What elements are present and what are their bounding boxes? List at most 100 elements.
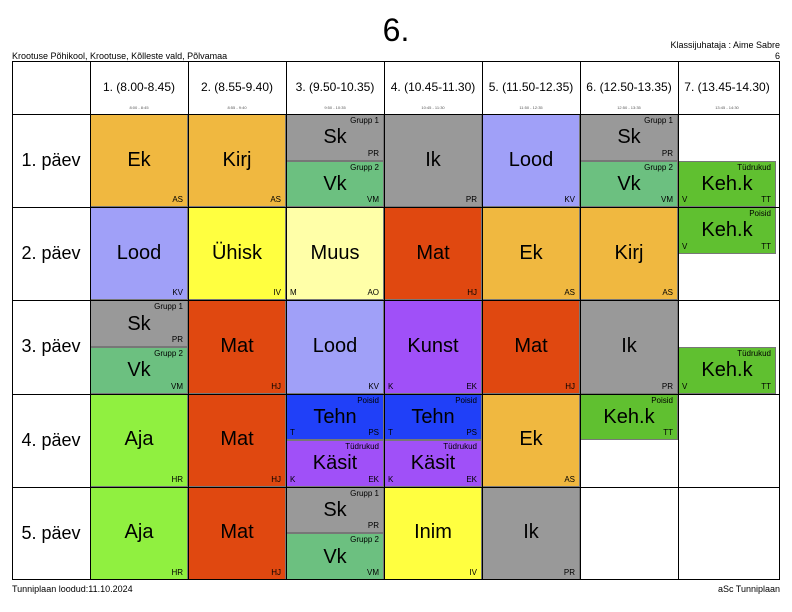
- lesson-cell[interactable]: Aja HR: [90, 486, 188, 580]
- lesson-cell[interactable]: Keh.k TT Tüdrukud V: [678, 160, 776, 208]
- lesson-group: Tüdrukud: [345, 442, 379, 452]
- lesson-subject: Vk: [127, 359, 151, 382]
- lesson-cell[interactable]: Keh.k TT Poisid: [580, 393, 678, 441]
- lesson-teacher: VM: [367, 567, 379, 577]
- lesson-group: Grupp 2: [644, 162, 673, 172]
- lesson-subject: Vk: [323, 172, 347, 195]
- period-label: 1. (8.00-8.45): [102, 80, 176, 94]
- lesson-subject: Lood: [116, 241, 162, 264]
- lesson-subject: Mat: [220, 428, 254, 451]
- lesson-room: V: [682, 241, 688, 251]
- day-header: 5. päev: [21, 522, 81, 543]
- grid-line: [12, 207, 780, 209]
- period-time: 12:50 - 13:35: [617, 105, 641, 110]
- lesson-subject: Ik: [523, 521, 539, 544]
- grid-line: [12, 61, 13, 580]
- lesson-room: T: [388, 428, 393, 438]
- lesson-cell[interactable]: Vk VM Grupp 2: [90, 347, 188, 394]
- lesson-cell[interactable]: Tehn PS Poisid T: [384, 393, 482, 441]
- period-label: 7. (13.45-14.30): [684, 80, 770, 94]
- lesson-cell[interactable]: Sk PR Grupp 1: [90, 300, 188, 347]
- grid-line: [12, 61, 780, 62]
- lesson-cell[interactable]: Keh.k TT Tüdrukud V: [678, 347, 776, 394]
- lesson-cell[interactable]: Käsit EK Tüdrukud K: [384, 440, 482, 487]
- lesson-subject: Keh.k: [701, 359, 753, 382]
- lesson-room: K: [290, 474, 296, 484]
- lesson-cell[interactable]: Kirj AS: [188, 114, 286, 208]
- lesson-teacher: EK: [368, 474, 379, 484]
- lesson-teacher: KV: [564, 195, 575, 205]
- lesson-subject: Vk: [323, 545, 347, 568]
- lesson-cell[interactable]: Mat HJ: [384, 207, 482, 301]
- grid-line: [384, 61, 385, 580]
- period-time: 8:00 - 8:45: [129, 105, 149, 110]
- day-header: 4. päev: [21, 429, 81, 450]
- lesson-teacher: PR: [465, 195, 477, 205]
- lesson-cell[interactable]: Kunst EK K: [384, 300, 482, 394]
- lesson-teacher: TT: [761, 381, 771, 391]
- lesson-cell[interactable]: Käsit EK Tüdrukud K: [286, 440, 384, 487]
- period-header: 6. (12.50-13.35) 12:50 - 13:35: [580, 61, 678, 114]
- lesson-subject: Mat: [220, 521, 254, 544]
- lesson-subject: Sk: [323, 499, 347, 522]
- lesson-teacher: HR: [171, 474, 183, 484]
- grid-line: [12, 114, 780, 115]
- lesson-cell[interactable]: Sk PR Grupp 1: [580, 114, 678, 161]
- lesson-teacher: PS: [466, 428, 477, 438]
- lesson-cell[interactable]: Vk VM Grupp 2: [580, 160, 678, 208]
- period-header: 7. (13.45-14.30) 13:45 - 14:30: [678, 61, 776, 114]
- day-header: 1. päev: [21, 150, 81, 171]
- lesson-cell[interactable]: Lood KV: [90, 207, 188, 301]
- lesson-cell[interactable]: Lood KV: [482, 114, 580, 208]
- lesson-cell[interactable]: Ek AS: [482, 207, 580, 301]
- lesson-cell[interactable]: Vk VM Grupp 2: [286, 533, 384, 580]
- lesson-cell[interactable]: Mat HJ: [482, 300, 580, 394]
- lesson-cell[interactable]: Keh.k TT Poisid V: [678, 207, 776, 254]
- lesson-cell[interactable]: Lood KV: [286, 300, 384, 394]
- lesson-teacher: HJ: [565, 381, 575, 391]
- lesson-teacher: PR: [367, 148, 379, 158]
- lesson-room: M: [290, 288, 297, 298]
- lesson-group: Grupp 1: [644, 116, 673, 125]
- lesson-teacher: HR: [171, 567, 183, 577]
- period-header: 3. (9.50-10.35) 9:50 - 10:35: [286, 61, 384, 114]
- footer-app-name: aSc Tunniplaan: [717, 584, 780, 594]
- lesson-cell[interactable]: Ik PR: [482, 486, 580, 580]
- grid-line: [286, 61, 287, 580]
- lesson-group: Poisid: [357, 395, 379, 405]
- timetable-grid: 1. (8.00-8.45) 8:00 - 8:45 2. (8.55-9.40) 8…: [12, 61, 780, 580]
- lesson-cell[interactable]: Mat HJ: [188, 486, 286, 580]
- lesson-teacher: TT: [761, 241, 771, 251]
- lesson-teacher: EK: [466, 474, 477, 484]
- lesson-subject: Kirj: [614, 241, 644, 264]
- lesson-cell[interactable]: Vk VM Grupp 2: [286, 160, 384, 208]
- lesson-subject: Mat: [514, 334, 548, 357]
- lesson-subject: Inim: [414, 521, 452, 544]
- grid-line: [12, 579, 780, 580]
- lesson-cell[interactable]: Tehn PS Poisid T: [286, 393, 384, 441]
- footer-created: Tunniplaan loodud:11.10.2024: [12, 584, 133, 594]
- lesson-group: Grupp 2: [350, 162, 379, 172]
- lesson-cell[interactable]: Mat HJ: [188, 393, 286, 487]
- lesson-cell[interactable]: Aja HR: [90, 393, 188, 487]
- lesson-group: Tüdrukud: [443, 442, 477, 452]
- lesson-cell[interactable]: Ik PR: [580, 300, 678, 394]
- lesson-cell[interactable]: Ühisk IV: [188, 207, 286, 301]
- lesson-cell[interactable]: Ik PR: [384, 114, 482, 208]
- lesson-subject: Ik: [425, 148, 441, 171]
- lesson-cell[interactable]: Sk PR Grupp 1: [286, 114, 384, 161]
- lesson-group: Poisid: [651, 395, 673, 405]
- lesson-cell[interactable]: Ek AS: [90, 114, 188, 208]
- lesson-teacher: PR: [661, 148, 673, 158]
- lesson-subject: Ek: [127, 148, 151, 171]
- lesson-group: Poisid: [455, 395, 477, 405]
- lesson-cell[interactable]: Sk PR Grupp 1: [286, 486, 384, 534]
- lesson-teacher: PS: [368, 428, 379, 438]
- grid-line: [580, 61, 581, 580]
- lesson-cell[interactable]: Muus AO M: [286, 207, 384, 301]
- lesson-cell[interactable]: Inim IV: [384, 486, 482, 580]
- lesson-cell[interactable]: Kirj AS: [580, 207, 678, 301]
- lesson-subject: Tehn: [313, 405, 357, 428]
- lesson-cell[interactable]: Mat HJ: [188, 300, 286, 394]
- lesson-cell[interactable]: Ek AS: [482, 393, 580, 487]
